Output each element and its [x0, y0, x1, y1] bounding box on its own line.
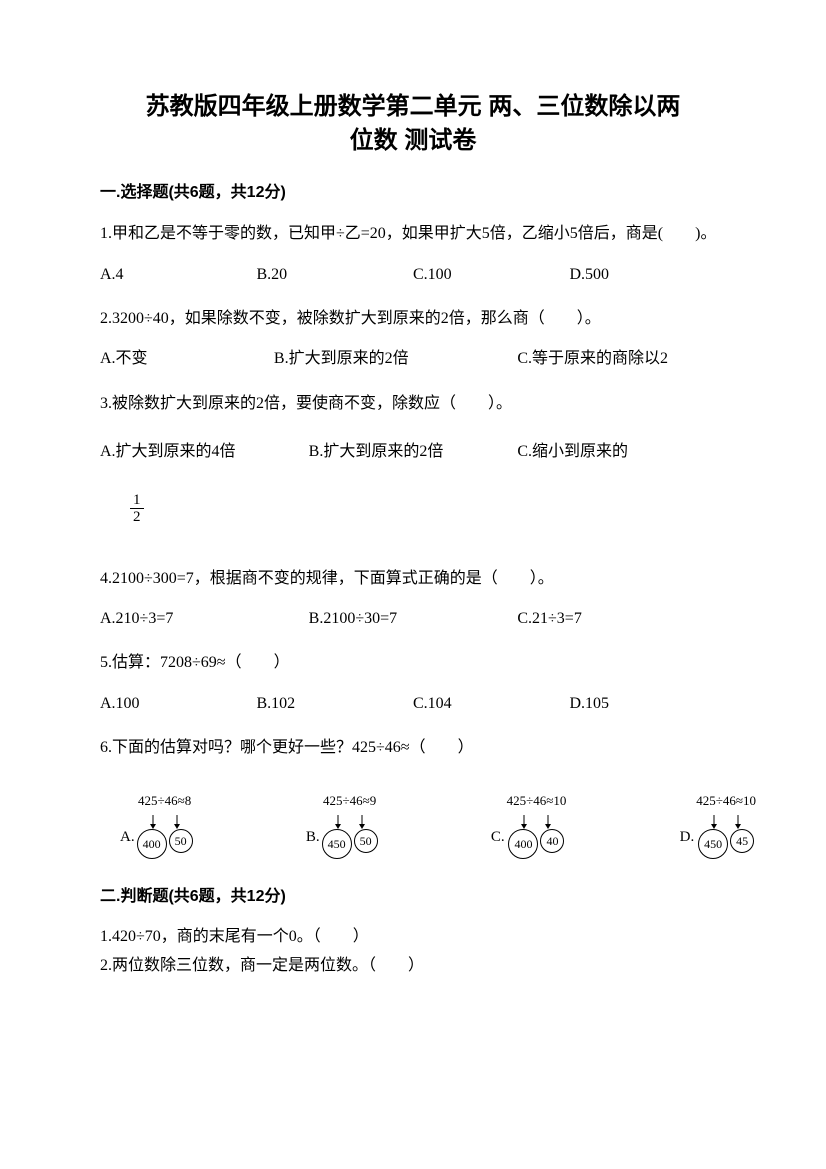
q6-d-diagram: 425÷46≈10 450 45	[696, 789, 756, 859]
q6-opt-b: B. 425÷46≈9 450 50	[306, 789, 378, 859]
q2-options: A.不变 B.扩大到原来的2倍 C.等于原来的商除以2	[100, 344, 726, 374]
q6-b-arrows-icon	[322, 815, 378, 829]
q2-text: 2.3200÷40，如果除数不变，被除数扩大到原来的2倍，那么商（ ）。	[100, 304, 726, 334]
q6-d-arrows-icon	[696, 815, 756, 829]
q5-opt-a: A.100	[100, 689, 257, 719]
q6-b-circ2: 50	[354, 829, 378, 853]
q3-frac-den: 2	[130, 509, 144, 526]
q6-b-expr: 425÷46≈9	[322, 789, 378, 814]
section1-heading: 一.选择题(共6题，共12分)	[100, 181, 726, 205]
q6-options: A. 425÷46≈8 400 50 B. 425÷46≈9	[120, 789, 756, 859]
q5-opt-c: C.104	[413, 689, 570, 719]
q6-b-label: B.	[306, 823, 320, 852]
q4-text: 4.2100÷300=7，根据商不变的规律，下面算式正确的是（ ）。	[100, 564, 726, 594]
q6-a-circ2: 50	[169, 829, 193, 853]
q6-c-diagram: 425÷46≈10 400 40	[507, 789, 567, 859]
s2-q1: 1.420÷70，商的末尾有一个0。（ ）	[100, 923, 726, 950]
q1-options: A.4 B.20 C.100 D.500	[100, 260, 726, 290]
q5-options: A.100 B.102 C.104 D.105	[100, 689, 726, 719]
q6-c-label: C.	[491, 823, 505, 852]
q6-d-expr: 425÷46≈10	[696, 789, 756, 814]
q6-c-arrows-icon	[507, 815, 567, 829]
q1-opt-d: D.500	[570, 260, 727, 290]
title-line1: 苏教版四年级上册数学第二单元 两、三位数除以两	[146, 93, 681, 120]
q1-opt-c: C.100	[413, 260, 570, 290]
section2-list: 1.420÷70，商的末尾有一个0。（ ） 2.两位数除三位数，商一定是两位数。…	[100, 923, 726, 979]
s2-q2: 2.两位数除三位数，商一定是两位数。（ ）	[100, 952, 726, 979]
question-5: 5.估算：7208÷69≈（ ） A.100 B.102 C.104 D.105	[100, 648, 726, 719]
q6-a-circ1: 400	[137, 829, 167, 859]
q3-opt-a: A.扩大到原来的4倍	[100, 437, 309, 467]
q1-opt-a: A.4	[100, 260, 257, 290]
page-title: 苏教版四年级上册数学第二单元 两、三位数除以两 位数 测试卷	[100, 90, 726, 157]
q6-a-label: A.	[120, 823, 135, 852]
question-2: 2.3200÷40，如果除数不变，被除数扩大到原来的2倍，那么商（ ）。 A.不…	[100, 304, 726, 375]
q3-fraction: 1 2	[130, 492, 144, 526]
q2-opt-c: C.等于原来的商除以2	[517, 344, 726, 374]
question-1: 1.甲和乙是不等于零的数，已知甲÷乙=20，如果甲扩大5倍，乙缩小5倍后，商是(…	[100, 219, 726, 290]
q6-b-circ1: 450	[322, 829, 352, 859]
q5-opt-b: B.102	[257, 689, 414, 719]
q6-d-circ1: 450	[698, 829, 728, 859]
q3-frac-num: 1	[130, 492, 144, 510]
question-6: 6.下面的估算对吗？哪个更好一些？425÷46≈（ ） A. 425÷46≈8 …	[100, 733, 726, 859]
q4-opt-b: B.2100÷30=7	[309, 604, 518, 634]
q6-c-circ1: 400	[508, 829, 538, 859]
q6-opt-c: C. 425÷46≈10 400 40	[491, 789, 567, 859]
q4-options: A.210÷3=7 B.2100÷30=7 C.21÷3=7	[100, 604, 726, 634]
q3-options: A.扩大到原来的4倍 B.扩大到原来的2倍 C.缩小到原来的	[100, 437, 726, 467]
title-line2: 位数 测试卷	[350, 127, 477, 154]
q3-text: 3.被除数扩大到原来的2倍，要使商不变，除数应（ ）。	[100, 389, 726, 419]
q6-c-circ2: 40	[540, 829, 564, 853]
q2-opt-b: B.扩大到原来的2倍	[274, 344, 517, 374]
q6-d-circ2: 45	[730, 829, 754, 853]
q6-opt-a: A. 425÷46≈8 400 50	[120, 789, 193, 859]
q4-opt-a: A.210÷3=7	[100, 604, 309, 634]
q6-a-arrows-icon	[137, 815, 193, 829]
q6-b-diagram: 425÷46≈9 450 50	[322, 789, 378, 859]
section2-heading: 二.判断题(共6题，共12分)	[100, 885, 726, 909]
q4-opt-c: C.21÷3=7	[517, 604, 726, 634]
q1-opt-b: B.20	[257, 260, 414, 290]
q6-opt-d: D. 425÷46≈10 450 45	[680, 789, 756, 859]
question-4: 4.2100÷300=7，根据商不变的规律，下面算式正确的是（ ）。 A.210…	[100, 564, 726, 635]
q5-opt-d: D.105	[570, 689, 727, 719]
question-3: 3.被除数扩大到原来的2倍，要使商不变，除数应（ ）。 A.扩大到原来的4倍 B…	[100, 389, 726, 544]
q2-opt-a: A.不变	[100, 344, 274, 374]
q6-a-expr: 425÷46≈8	[137, 789, 193, 814]
q6-c-expr: 425÷46≈10	[507, 789, 567, 814]
q5-text: 5.估算：7208÷69≈（ ）	[100, 648, 726, 678]
q6-text: 6.下面的估算对吗？哪个更好一些？425÷46≈（ ）	[100, 733, 726, 763]
q6-a-diagram: 425÷46≈8 400 50	[137, 789, 193, 859]
q6-d-label: D.	[680, 823, 695, 852]
q3-opt-b: B.扩大到原来的2倍	[309, 437, 518, 467]
q1-text: 1.甲和乙是不等于零的数，已知甲÷乙=20，如果甲扩大5倍，乙缩小5倍后，商是(…	[100, 219, 726, 249]
q3-opt-c: C.缩小到原来的	[517, 437, 726, 467]
